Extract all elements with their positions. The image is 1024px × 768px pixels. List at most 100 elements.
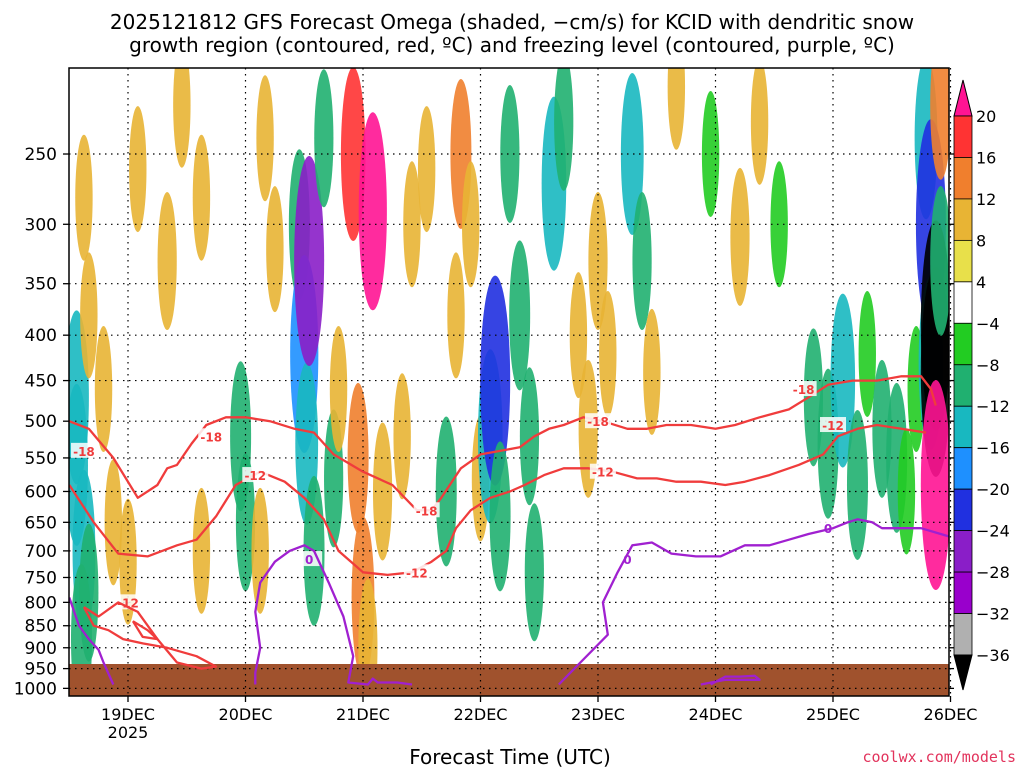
- omega-cell-48: [524, 503, 544, 642]
- omega-cell-67: [858, 290, 876, 417]
- omega-cell-44: [489, 441, 511, 592]
- colorbar-swatch-10: [953, 488, 973, 532]
- omega-cell-11: [157, 192, 177, 331]
- omega-cell-66: [846, 409, 868, 560]
- contour-label-0-2: -18: [416, 504, 438, 518]
- omega-cell-23: [294, 156, 325, 367]
- colorbar-label-4: 4: [976, 273, 986, 292]
- colorbar-swatch-7: [953, 364, 973, 407]
- plot-area: -18-18-18-18-18-12-12-12-12-120 00: [68, 67, 952, 697]
- omega-cell-9: [119, 498, 137, 625]
- chart-title-line1: 2025121812 GFS Forecast Omega (shaded, −…: [110, 10, 914, 34]
- omega-cell-52: [578, 359, 598, 498]
- colorbar-label-10: −24: [976, 522, 1010, 541]
- y-axis: 2503003504004505005506006507007508008509…: [14, 145, 954, 699]
- omega-cell-55: [620, 73, 644, 236]
- y-tick-label-6: 550: [25, 449, 57, 469]
- y-tick-label-0: 250: [25, 145, 57, 165]
- omega-cell-47: [519, 367, 540, 506]
- contour-label-bg-0-3: [585, 413, 611, 429]
- contour-line-2: [82, 601, 218, 670]
- omega-cell-40: [462, 161, 480, 288]
- colorbar-swatch-13: [953, 613, 973, 656]
- y-tick-label-9: 700: [25, 542, 57, 562]
- colorbar-label-9: −20: [976, 480, 1010, 499]
- colorbar-label-5: −4: [976, 314, 1000, 333]
- colorbar-top-arrow: [953, 79, 973, 117]
- omega-cell-54: [599, 290, 617, 417]
- plot-frame: [68, 67, 950, 697]
- contour-label-4-1: 0: [623, 553, 631, 567]
- omega-cell-62: [770, 161, 788, 288]
- omega-cell-5: [75, 134, 93, 261]
- omega-cell-70: [897, 428, 916, 555]
- x-tick-sublabel-0: 2025: [108, 723, 149, 742]
- contour-label-0-1: -18: [200, 430, 222, 444]
- contour-group: -18-18-18-18-18-12-12-12-12-120 00: [69, 375, 949, 686]
- x-tick-label-7: 26DEC: [924, 705, 978, 724]
- omega-cell-79: [930, 186, 949, 337]
- colorbar-swatch-11: [953, 530, 973, 573]
- y-tick-label-7: 600: [25, 482, 57, 502]
- omega-cell-19: [266, 186, 284, 313]
- contour-label-bg-1-1: [403, 564, 430, 580]
- contour-label-1-1: -12: [406, 566, 428, 580]
- shading-cells: [69, 68, 949, 696]
- x-tick-label-5: 24DEC: [689, 705, 743, 724]
- contour-line-1: [69, 423, 927, 577]
- contour-label-bg-0-1: [198, 428, 225, 444]
- contour-label-bg-1-0: [242, 467, 269, 483]
- omega-cell-6: [80, 252, 98, 379]
- y-tick-label-12: 850: [25, 617, 57, 637]
- y-tick-label-8: 650: [25, 513, 57, 533]
- contour-label-bg-0-4: [790, 381, 817, 397]
- contour-label-bg-0-2: [413, 502, 440, 518]
- omega-cell-25: [314, 69, 334, 208]
- y-tick-label-4: 450: [25, 372, 57, 392]
- y-tick-label-11: 800: [25, 593, 57, 613]
- contour-label-bg-1-2: [589, 463, 616, 479]
- contour-label-bg-0-0: [70, 442, 97, 458]
- omega-cell-18: [256, 75, 274, 202]
- y-tick-label-3: 400: [25, 326, 57, 346]
- x-axis-label: Forecast Time (UTC): [409, 745, 611, 768]
- colorbar-label-3: 8: [976, 231, 986, 250]
- x-tick-label-2: 21DEC: [336, 705, 390, 724]
- contour-label-1-0: -12: [244, 469, 266, 483]
- x-tick-label-4: 23DEC: [571, 705, 625, 724]
- contour-label-1-4: -12: [117, 596, 139, 610]
- contour-line-5: [254, 544, 413, 686]
- contour-label-1-2: -12: [592, 466, 614, 480]
- omega-cell-78: [930, 68, 949, 180]
- omega-cell-46: [509, 240, 531, 391]
- omega-cell-4: [79, 523, 99, 662]
- colorbar-bottom-arrow: [953, 654, 973, 691]
- omega-cell-57: [643, 308, 661, 435]
- colorbar-label-11: −28: [976, 563, 1010, 582]
- colorbar-label-13: −36: [976, 646, 1010, 665]
- colorbar: 20 16 12 8 4 −4 −8 −12 −16 −20 −24 −28 −32 −36: [953, 79, 1010, 691]
- y-tick-label-14: 950: [25, 660, 57, 680]
- x-tick-label-0: 19DEC: [101, 705, 155, 724]
- omega-cell-60: [730, 167, 750, 306]
- x-tick-label-1: 20DEC: [219, 705, 273, 724]
- colorbar-swatch-2: [953, 157, 973, 200]
- omega-cell-33: [372, 422, 393, 561]
- contour-lines: -18-18-18-18-18-12-12-12-12-120 00: [69, 375, 949, 686]
- contour-line-7: [700, 674, 761, 686]
- omega-cell-10: [129, 106, 147, 233]
- omega-cell-51: [569, 272, 588, 399]
- gridlines: [69, 68, 952, 696]
- y-tick-label-15: 1000: [14, 679, 57, 699]
- colorbar-swatch-9: [953, 447, 973, 490]
- omega-cell-36: [417, 106, 436, 233]
- omega-shading: [69, 68, 949, 696]
- colorbar-swatch-4: [953, 239, 973, 283]
- contour-line-3: [131, 620, 159, 641]
- contour-label-4-0: 0: [305, 553, 313, 567]
- colorbar-label-6: −8: [976, 356, 1000, 375]
- omega-cell-7: [94, 326, 113, 453]
- omega-cell-27: [329, 326, 348, 453]
- contour-label-0-3: -18: [587, 415, 609, 429]
